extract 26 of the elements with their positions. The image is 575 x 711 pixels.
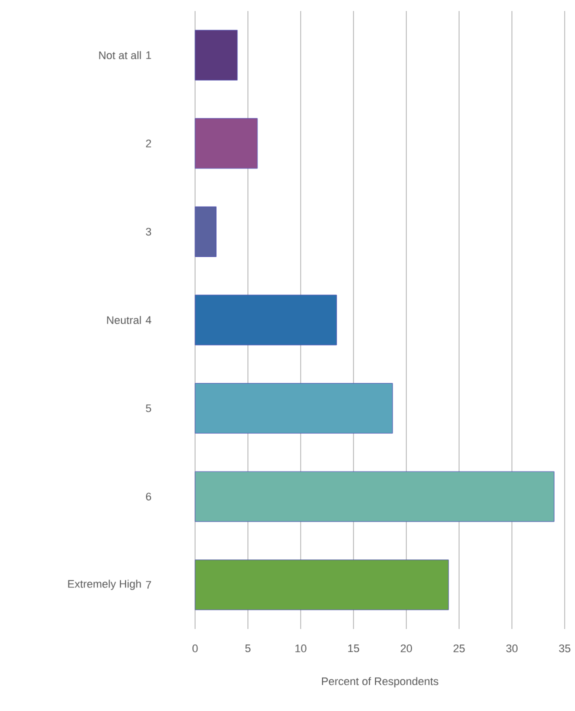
bar bbox=[194, 206, 216, 257]
y-tick-label: 5 bbox=[146, 404, 152, 412]
x-tick-label: 15 bbox=[348, 644, 360, 652]
y-tick-label: 3 bbox=[146, 228, 152, 236]
x-tick-label: 30 bbox=[506, 644, 518, 652]
y-tick-label: 4 bbox=[146, 316, 152, 324]
y-tick-label: 1 bbox=[146, 51, 152, 59]
x-axis-title: Percent of Respondents bbox=[322, 677, 438, 688]
x-tick-label: 0 bbox=[192, 644, 198, 652]
bar bbox=[194, 118, 258, 169]
text: Neutral bbox=[107, 316, 141, 324]
bar bbox=[194, 471, 554, 522]
bar bbox=[194, 383, 393, 434]
bar bbox=[194, 560, 449, 610]
y-tick-label: 2 bbox=[146, 140, 152, 148]
text: Extremely High bbox=[68, 580, 141, 590]
bar bbox=[194, 30, 238, 80]
bar bbox=[194, 294, 337, 346]
x-tick-label: 25 bbox=[454, 644, 465, 652]
y-tick-label: 7 bbox=[146, 581, 152, 589]
x-tick-label: 20 bbox=[400, 644, 412, 652]
y-tick-label: 6 bbox=[146, 492, 152, 500]
x-tick-label: 10 bbox=[295, 644, 306, 652]
text: Not at all bbox=[99, 51, 141, 60]
x-tick-label: 5 bbox=[245, 644, 250, 652]
x-tick-label: 35 bbox=[559, 644, 570, 652]
